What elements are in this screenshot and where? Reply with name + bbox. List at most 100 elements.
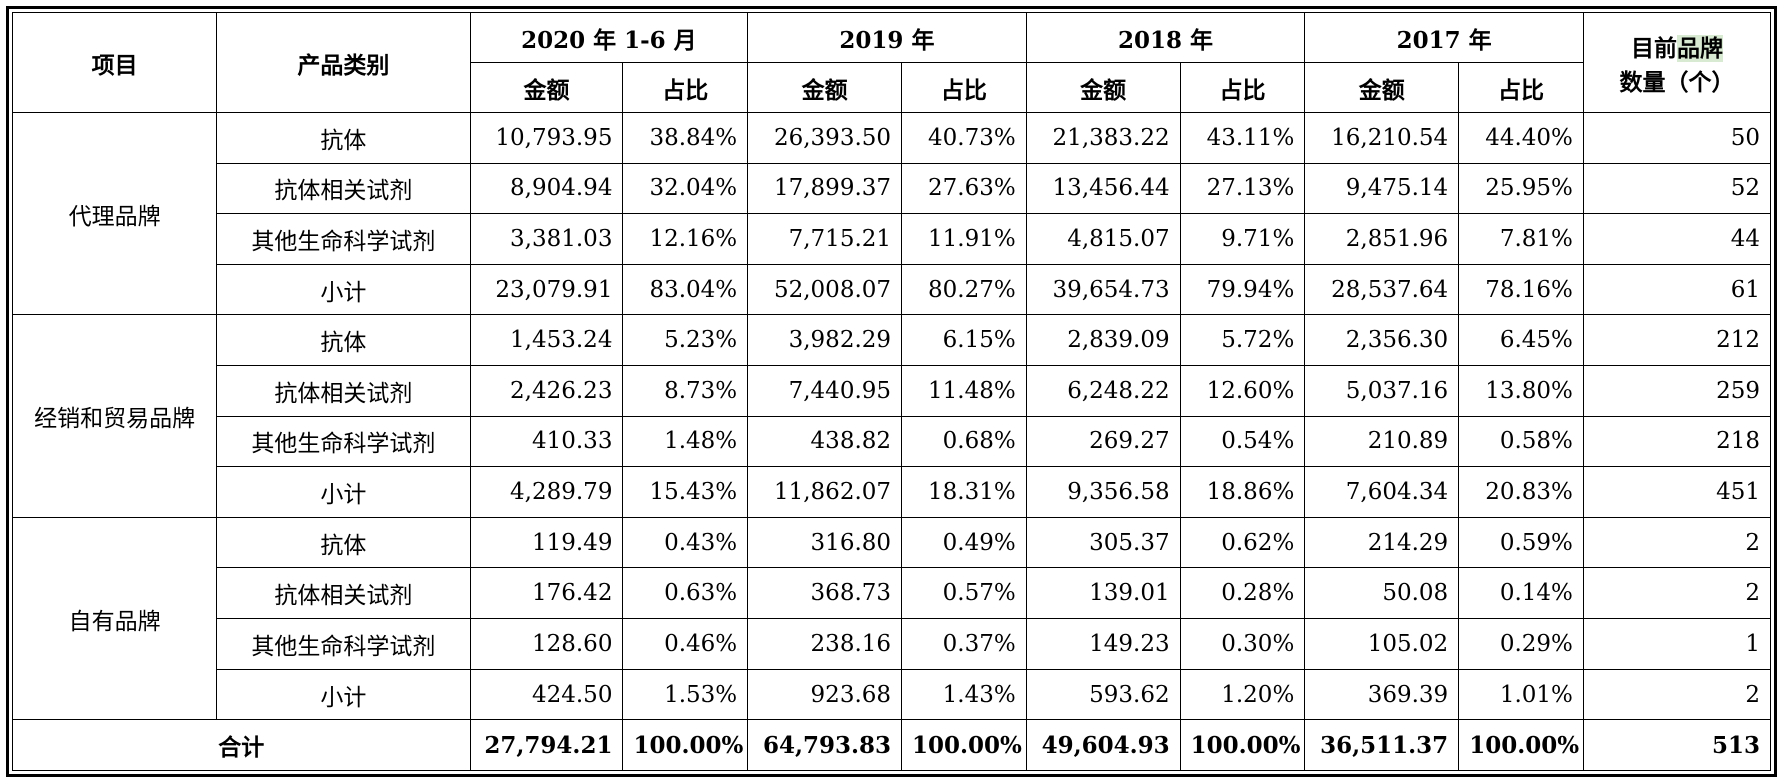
ratio-cell: 79.94% [1179, 263, 1306, 316]
amount-cell: 316.80 [747, 516, 903, 569]
brand-count-cell: 44 [1582, 213, 1772, 265]
total-ratio-cell: 100.00% [1179, 719, 1306, 771]
amount-cell: 7,440.95 [747, 365, 903, 417]
category-cell: 小计 [216, 466, 471, 518]
ratio-cell: 43.11% [1179, 112, 1306, 164]
amount-cell: 2,426.23 [469, 365, 624, 417]
ratio-cell: 78.16% [1458, 263, 1584, 316]
amount-cell: 368.73 [747, 567, 903, 620]
ratio-cell: 1.01% [1458, 668, 1584, 721]
header-ratio: 占比 [1179, 62, 1306, 113]
ratio-cell: 1.53% [622, 668, 749, 721]
brand-count-cell: 50 [1582, 112, 1772, 164]
brand-count-cell: 2 [1582, 567, 1772, 620]
amount-cell: 26,393.50 [747, 112, 903, 164]
ratio-cell: 0.30% [1179, 618, 1306, 670]
header-item: 项目 [11, 12, 218, 113]
amount-cell: 369.39 [1304, 668, 1460, 721]
ratio-cell: 44.40% [1458, 112, 1584, 164]
table-row: 经销和贸易品牌 抗体 1,453.24 5.23% 3,982.29 6.15% 2,839… [11, 314, 1772, 518]
ratio-cell: 0.68% [901, 415, 1027, 468]
header-brand-count-line2: 数量（个） [1619, 68, 1735, 96]
amount-cell: 128.60 [469, 618, 624, 670]
brand-revenue-table: 项目 产品类别 2020 年 1-6 月 2019 年 2018 年 2017 … [11, 12, 1772, 771]
category-cell: 小计 [216, 263, 471, 316]
ratio-cell: 0.58% [1458, 415, 1584, 468]
header-ratio: 占比 [1458, 62, 1584, 113]
ratio-cell: 12.16% [622, 213, 749, 265]
amount-cell: 305.37 [1025, 516, 1181, 569]
ratio-cell: 0.37% [901, 618, 1027, 670]
brand-count-cell: 61 [1582, 263, 1772, 316]
table-row: 抗体相关试剂 176.42 0.63% 368.73 0.57% 139.01 0.28% 5… [13, 567, 1772, 620]
table-row: 其他生命科学试剂 128.60 0.46% 238.16 0.37% 149.23 0.30… [13, 618, 1772, 670]
ratio-cell: 7.81% [1458, 213, 1584, 265]
amount-cell: 238.16 [747, 618, 903, 670]
category-cell: 其他生命科学试剂 [216, 618, 471, 670]
amount-cell: 149.23 [1025, 618, 1181, 670]
ratio-cell: 8.73% [622, 365, 749, 417]
amount-cell: 39,654.73 [1025, 263, 1181, 316]
header-brand-count: 目前品牌 数量（个） [1582, 12, 1772, 113]
table-row: 小计 424.50 1.53% 923.68 1.43% 593.62 1.20% 369.3… [13, 668, 1772, 721]
amount-cell: 269.27 [1025, 415, 1181, 468]
ratio-cell: 0.54% [1179, 415, 1306, 468]
amount-cell: 214.29 [1304, 516, 1460, 569]
amount-cell: 424.50 [469, 668, 624, 721]
header-ratio: 占比 [901, 62, 1027, 113]
total-brand-count: 513 [1582, 719, 1772, 771]
brand-count-cell: 1 [1582, 618, 1772, 670]
ratio-cell: 15.43% [622, 466, 749, 518]
header-amount: 金额 [1304, 62, 1460, 113]
ratio-cell: 0.29% [1458, 618, 1584, 670]
ratio-cell: 27.63% [901, 162, 1027, 215]
amount-cell: 923.68 [747, 668, 903, 721]
ratio-cell: 1.43% [901, 668, 1027, 721]
ratio-cell: 0.28% [1179, 567, 1306, 620]
group-name: 代理品牌 [11, 111, 218, 316]
category-cell: 抗体 [216, 314, 471, 367]
amount-cell: 50.08 [1304, 567, 1460, 620]
table-row: 小计 23,079.91 83.04% 52,008.07 80.27% 39,654.7… [13, 263, 1772, 316]
header-amount: 金额 [1025, 62, 1181, 113]
ratio-cell: 0.43% [622, 516, 749, 569]
category-cell: 抗体 [216, 112, 471, 164]
ratio-cell: 1.20% [1179, 668, 1306, 721]
table-frame: 项目 产品类别 2020 年 1-6 月 2019 年 2018 年 2017 … [6, 6, 1777, 777]
amount-cell: 2,356.30 [1304, 314, 1460, 367]
table-row: 自有品牌 抗体 119.49 0.43% 316.80 0.49% 305.37 0.62% 2… [11, 516, 1772, 721]
ratio-cell: 20.83% [1458, 466, 1584, 518]
amount-cell: 3,982.29 [747, 314, 903, 367]
ratio-cell: 5.23% [622, 314, 749, 367]
ratio-cell: 32.04% [622, 162, 749, 215]
ratio-cell: 0.62% [1179, 516, 1306, 569]
amount-cell: 593.62 [1025, 668, 1181, 721]
ratio-cell: 25.95% [1458, 162, 1584, 215]
amount-cell: 7,604.34 [1304, 466, 1460, 518]
amount-cell: 210.89 [1304, 415, 1460, 468]
amount-cell: 7,715.21 [747, 213, 903, 265]
amount-cell: 21,383.22 [1025, 112, 1181, 164]
total-row: 合计 27,794.21 100.00% 64,793.83 100.00% 49,604… [12, 719, 1772, 771]
ratio-cell: 0.14% [1458, 567, 1584, 620]
header-period-2017: 2017 年 [1304, 12, 1584, 63]
brand-count-cell: 2 [1582, 668, 1772, 721]
total-amount-cell: 27,794.21 [469, 719, 624, 771]
amount-cell: 3,381.03 [469, 213, 624, 265]
amount-cell: 9,356.58 [1025, 466, 1181, 518]
amount-cell: 28,537.64 [1304, 263, 1460, 316]
ratio-cell: 12.60% [1179, 365, 1306, 417]
ratio-cell: 27.13% [1179, 162, 1306, 215]
ratio-cell: 80.27% [901, 263, 1027, 316]
header-amount: 金额 [469, 62, 624, 113]
amount-cell: 139.01 [1025, 567, 1181, 620]
category-cell: 其他生命科学试剂 [216, 415, 471, 468]
header-ratio: 占比 [622, 62, 749, 113]
ratio-cell: 6.15% [901, 314, 1027, 367]
category-cell: 小计 [216, 668, 471, 721]
amount-cell: 23,079.91 [469, 263, 624, 316]
category-cell: 抗体 [216, 516, 471, 569]
amount-cell: 13,456.44 [1025, 162, 1181, 215]
header-period-2018: 2018 年 [1025, 12, 1306, 63]
brand-count-cell: 259 [1582, 365, 1772, 417]
